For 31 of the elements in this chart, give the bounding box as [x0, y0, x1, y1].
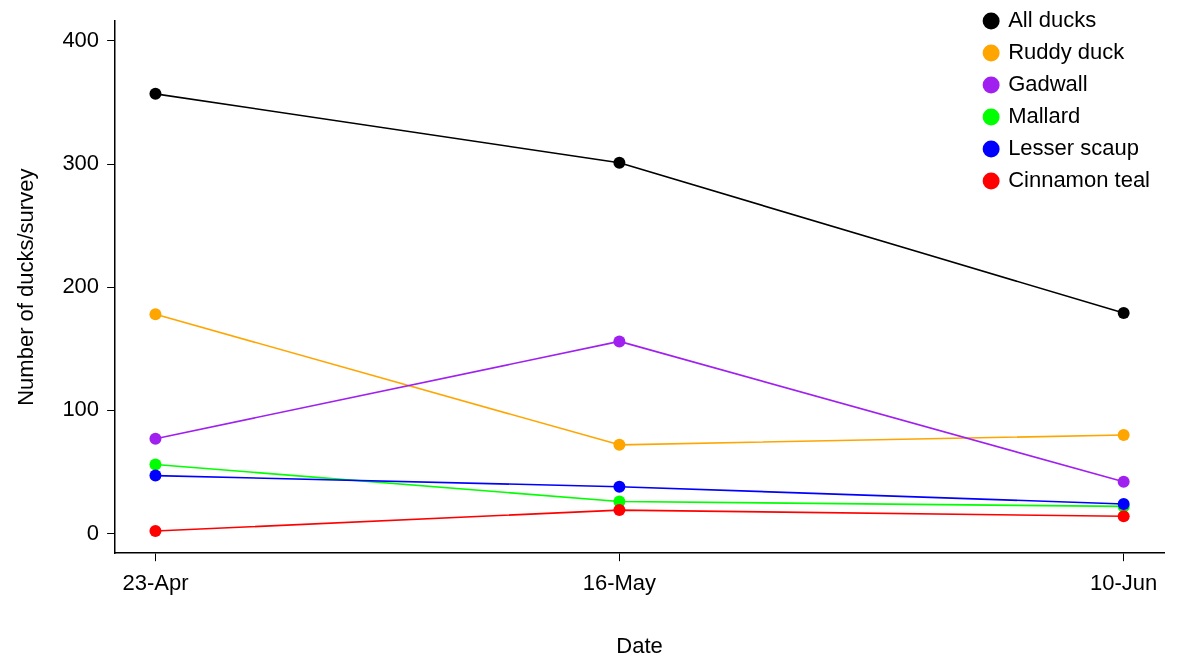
- legend-label: Mallard: [1008, 103, 1081, 129]
- legend-label: Gadwall: [1008, 71, 1088, 97]
- y-tick-label: 300: [62, 150, 100, 176]
- point: [613, 335, 626, 348]
- point: [1117, 307, 1130, 320]
- point: [1117, 428, 1130, 441]
- point: [1117, 475, 1130, 488]
- point: [1117, 510, 1130, 523]
- y-tick-label: 0: [86, 519, 100, 545]
- y-tick-label: 100: [62, 396, 100, 422]
- point: [149, 432, 162, 445]
- y-axis-title: Number of ducks/survey: [13, 168, 39, 406]
- point: [149, 308, 162, 321]
- point: [149, 525, 162, 538]
- y-tick-label: 400: [62, 26, 100, 52]
- legend-label: Cinnamon teal: [1008, 167, 1151, 193]
- y-tick-label: 200: [62, 273, 100, 299]
- point: [613, 156, 626, 169]
- x-tick-label: 23-Apr: [122, 570, 189, 596]
- legend-label: Lesser scaup: [1008, 135, 1139, 161]
- point: [613, 504, 626, 517]
- point: [149, 469, 162, 482]
- x-tick-label: 16-May: [582, 570, 657, 596]
- legend-label: Ruddy duck: [1008, 39, 1126, 65]
- point: [149, 87, 162, 100]
- point: [613, 480, 626, 493]
- x-tick-label: 10-Jun: [1090, 570, 1158, 596]
- point: [149, 458, 162, 471]
- point: [613, 438, 626, 451]
- legend-label: All ducks: [1008, 7, 1097, 33]
- x-axis-title: Date: [616, 632, 663, 658]
